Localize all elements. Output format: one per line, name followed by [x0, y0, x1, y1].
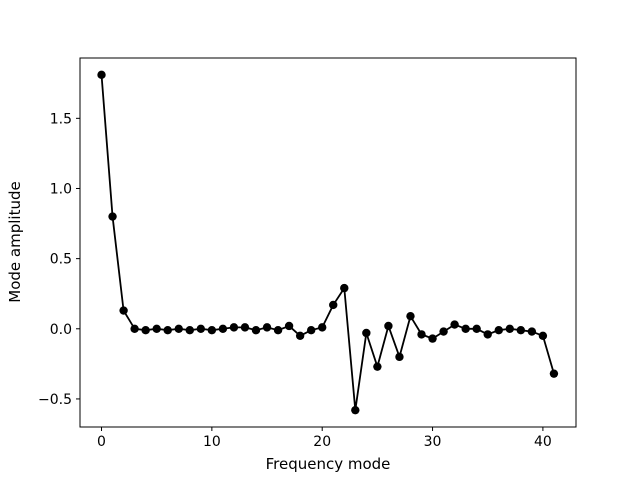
plot-area — [97, 70, 559, 415]
data-point — [505, 324, 514, 333]
y-tick-label: 0.0 — [50, 322, 72, 338]
y-axis-label: Mode amplitude — [6, 181, 24, 302]
data-point — [483, 330, 492, 339]
data-point — [207, 325, 217, 335]
data-point — [406, 311, 415, 321]
data-point — [395, 352, 404, 362]
data-point — [351, 405, 360, 415]
data-point — [240, 323, 250, 332]
data-point — [108, 212, 117, 221]
data-point — [373, 362, 382, 371]
data-point — [141, 325, 150, 335]
data-point — [340, 283, 349, 293]
data-point — [428, 334, 437, 343]
data-point — [450, 320, 459, 329]
x-axis-label: Frequency mode — [266, 455, 391, 473]
data-point — [306, 325, 316, 335]
data-point — [262, 323, 272, 332]
data-point — [362, 328, 371, 338]
data-point — [185, 325, 194, 335]
x-tick-label: 10 — [203, 434, 221, 450]
axes-frame — [79, 57, 577, 428]
data-point — [229, 323, 239, 332]
data-point — [516, 325, 526, 335]
data-point — [384, 321, 393, 331]
y-tick-label: 1.5 — [50, 111, 72, 127]
x-tick-label: 0 — [97, 434, 106, 450]
data-point — [329, 300, 338, 310]
data-point — [97, 70, 106, 80]
data-point — [538, 331, 548, 340]
y-tick-label: 1.0 — [50, 181, 72, 197]
data-point — [318, 323, 327, 332]
data-point — [439, 327, 448, 336]
x-tick-label: 20 — [313, 434, 331, 450]
data-point — [461, 324, 470, 333]
data-point — [163, 325, 172, 335]
data-point — [549, 369, 559, 378]
data-point — [472, 324, 481, 333]
data-point — [130, 324, 139, 333]
axes: 0 10 20 30 40 −0.5 0.0 0.5 1.0 1.5 — [38, 57, 577, 450]
data-point — [527, 327, 537, 336]
x-tick-label: 40 — [534, 434, 552, 450]
data-point — [119, 306, 128, 315]
data-point — [174, 324, 183, 333]
y-tick-label: −0.5 — [38, 392, 72, 408]
data-point — [494, 325, 503, 335]
x-tick-label: 30 — [424, 434, 442, 450]
data-point — [152, 324, 161, 333]
data-point — [196, 324, 206, 333]
data-point — [251, 325, 261, 335]
data-point — [273, 325, 283, 335]
data-point — [417, 330, 426, 339]
data-point — [295, 331, 305, 340]
y-tick-label: 0.5 — [50, 252, 72, 268]
data-point — [218, 324, 228, 333]
data-point — [284, 321, 294, 331]
